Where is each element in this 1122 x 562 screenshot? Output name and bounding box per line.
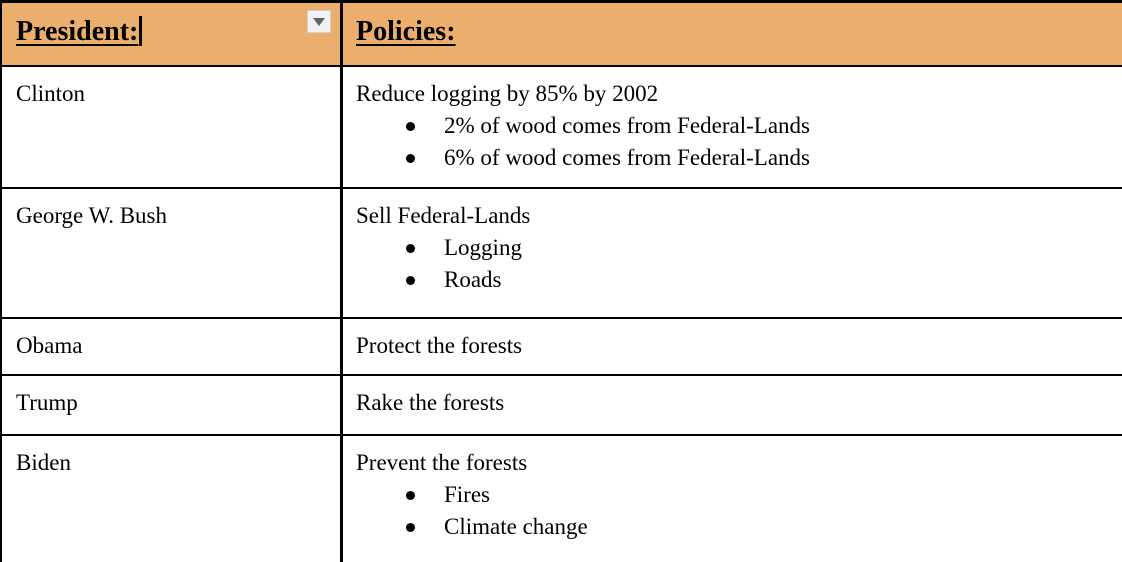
president-cell[interactable]: Biden [2,436,343,562]
president-name: Trump [16,390,78,415]
policy-bullet-item: Logging [356,232,1106,264]
policy-cell[interactable]: Protect the forests [343,319,1122,374]
policy-bullet-item: Climate change [356,511,1106,543]
president-name: George W. Bush [16,203,167,228]
table-dropdown-button[interactable] [307,10,331,33]
policy-bullet-list: Fires Climate change [356,479,1106,543]
table-body: Clinton Reduce logging by 85% by 2002 2%… [2,67,1122,562]
table-header-row: President: Policies: [2,3,1122,67]
policy-bullet-item: Fires [356,479,1106,511]
president-cell[interactable]: Trump [2,376,343,434]
president-cell[interactable]: Obama [2,319,343,374]
policy-text: Reduce logging by 85% by 2002 [356,81,659,106]
policy-text: Prevent the forests [356,450,528,475]
policy-bullet-list: 2% of wood comes from Federal-Lands 6% of… [356,110,1106,174]
policy-bullet-list: Logging Roads [356,232,1106,296]
policy-bullet-item: Roads [356,264,1106,296]
table-row: Biden Prevent the forests Fires Climate c… [2,436,1122,562]
table-row: George W. Bush Sell Federal-Lands Loggin… [2,189,1122,319]
policy-text: Protect the forests [356,333,523,358]
policy-cell[interactable]: Reduce logging by 85% by 2002 2% of wood… [343,67,1122,187]
policy-text: Rake the forests [356,390,505,415]
policy-cell[interactable]: Sell Federal-Lands Logging Roads [343,189,1122,317]
header-cell-president[interactable]: President: [2,3,343,65]
table-row: Clinton Reduce logging by 85% by 2002 2%… [2,67,1122,189]
president-name: Clinton [16,81,86,106]
policies-column-header: Policies: [356,16,456,47]
policy-cell[interactable]: Prevent the forests Fires Climate change [343,436,1122,562]
president-name: Obama [16,333,83,358]
table-row: Trump Rake the forests [2,376,1122,436]
policy-bullet-item: 2% of wood comes from Federal-Lands [356,110,1106,142]
table-row: Obama Protect the forests [2,319,1122,376]
president-name: Biden [16,450,71,475]
president-column-header: President: [16,16,139,47]
chevron-down-icon [313,17,325,26]
policy-cell[interactable]: Rake the forests [343,376,1122,434]
header-cell-policies[interactable]: Policies: [343,3,1122,65]
president-cell[interactable]: George W. Bush [2,189,343,317]
policy-bullet-item: 6% of wood comes from Federal-Lands [356,142,1106,174]
text-cursor [139,16,143,46]
president-cell[interactable]: Clinton [2,67,343,187]
policy-text: Sell Federal-Lands [356,203,531,228]
